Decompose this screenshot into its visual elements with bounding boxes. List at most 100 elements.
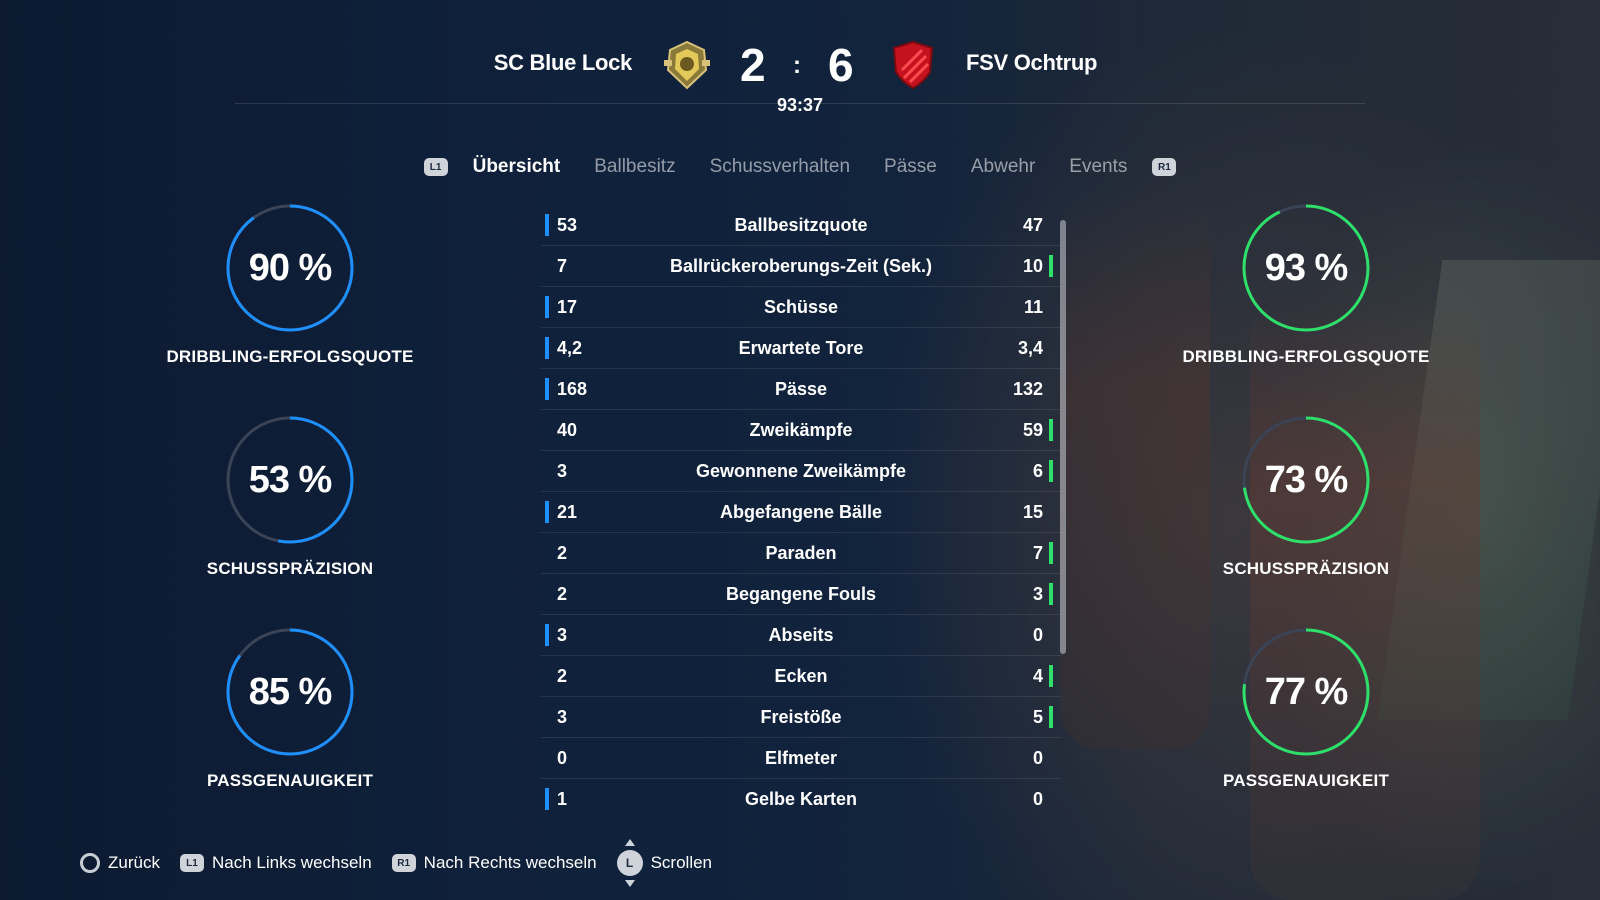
- stat-name: Freistöße: [760, 707, 842, 727]
- home-gauge-ring: [226, 204, 354, 332]
- tab-paesse[interactable]: Pässe: [884, 156, 937, 177]
- away-gauge-label: PASSGENAUIGKEIT: [1222, 771, 1390, 790]
- home-gauge-label: SCHUSSPRÄZISION: [206, 559, 374, 578]
- tab-schussverhalten[interactable]: Schussverhalten: [709, 156, 851, 177]
- stat-row: 2 Paraden 7: [541, 533, 1061, 574]
- away-leader-bar: [1049, 419, 1053, 441]
- away-gauge-label: SCHUSSPRÄZISION: [1222, 559, 1390, 578]
- button-hints: Zurück L1 Nach Links wechseln R1 Nach Re…: [80, 839, 732, 887]
- red-shield-crest-icon: [890, 40, 936, 90]
- home-gauge-arc: [226, 416, 354, 544]
- home-gauge-1: 53 % SCHUSSPRÄZISION: [160, 415, 420, 579]
- stat-home-value: 0: [557, 748, 568, 768]
- away-leader-bar: [1049, 542, 1053, 564]
- stat-home-value: 3: [557, 461, 568, 481]
- back-label: Zurück: [108, 853, 160, 872]
- circle-button-icon: [80, 853, 100, 873]
- stat-name: Abgefangene Bälle: [719, 502, 883, 522]
- stat-name: Ballbesitzquote: [734, 215, 868, 235]
- home-gauge-ring: [226, 628, 354, 756]
- stat-away-value: 6: [1032, 461, 1043, 481]
- stat-name: Begangene Fouls: [725, 584, 877, 604]
- r1-button-icon[interactable]: R1: [1152, 158, 1177, 176]
- away-gauge-arc: [1242, 204, 1370, 332]
- score-separator: :: [793, 52, 801, 79]
- stat-name: Zweikämpfe: [749, 420, 853, 440]
- home-leader-bar: [545, 378, 549, 400]
- tab-uebersicht[interactable]: Übersicht: [472, 156, 561, 177]
- stat-home-value: 53: [557, 215, 578, 235]
- stat-home-value: 17: [557, 297, 578, 317]
- stat-row: 40 Zweikämpfe 59: [541, 410, 1061, 451]
- stat-row: 3 Freistöße 5: [541, 697, 1061, 738]
- stat-away-value: 10: [1022, 256, 1043, 276]
- away-gauge-value: 77 %: [1264, 671, 1349, 713]
- stat-name: Gelbe Karten: [744, 789, 858, 809]
- stats-scrollbar[interactable]: [1060, 220, 1066, 654]
- stat-home-value: 1: [557, 789, 568, 809]
- stat-name: Ecken: [774, 666, 828, 686]
- back-hint[interactable]: Zurück: [80, 853, 160, 873]
- away-leader-bar: [1049, 665, 1053, 687]
- header-divider: [235, 103, 1365, 104]
- l1-button-icon: L1: [179, 854, 204, 872]
- scroll-label: Scrollen: [650, 853, 713, 872]
- scoreboard: SC Blue Lock 2 : 6 FSV Ochtrup 93:37: [0, 30, 1600, 120]
- home-team-name: SC Blue Lock: [493, 50, 633, 75]
- home-leader-bar: [545, 501, 549, 523]
- stat-home-value: 3: [557, 707, 568, 727]
- stat-away-value: 5: [1032, 707, 1043, 727]
- stats-tab-bar: L1 Übersicht Ballbesitz Schussverhalten …: [0, 150, 1600, 184]
- stat-row: 53 Ballbesitzquote 47: [541, 205, 1061, 246]
- scroll-hint[interactable]: L Scrollen: [616, 839, 713, 887]
- stat-away-value: 132: [1012, 379, 1043, 399]
- stat-row: 3 Gewonnene Zweikämpfe 6: [541, 451, 1061, 492]
- switch-right-label: Nach Rechts wechseln: [423, 853, 597, 872]
- stat-home-value: 168: [557, 379, 588, 399]
- stat-name: Pässe: [774, 379, 828, 399]
- stat-row: 1 Gelbe Karten 0: [541, 779, 1061, 819]
- stat-row: 168 Pässe 132: [541, 369, 1061, 410]
- home-gauge-2: 85 % PASSGENAUIGKEIT: [160, 627, 420, 791]
- home-gauge-value: 53 %: [248, 459, 333, 501]
- home-gauge-value: 85 %: [248, 671, 333, 713]
- stat-row: 0 Elfmeter 0: [541, 738, 1061, 779]
- home-leader-bar: [545, 214, 549, 236]
- stat-row: 4,2 Erwartete Tore 3,4: [541, 328, 1061, 369]
- home-gauge-0: 90 % DRIBBLING-ERFOLGSQUOTE: [160, 203, 420, 367]
- stat-row: 2 Begangene Fouls 3: [541, 574, 1061, 615]
- stat-away-value: 15: [1022, 502, 1043, 522]
- tab-ballbesitz[interactable]: Ballbesitz: [594, 156, 676, 177]
- left-stick-icon: L: [616, 839, 643, 887]
- stat-row: 7 Ballrückeroberungs-Zeit (Sek.) 10: [541, 246, 1061, 287]
- stats-table: 53 Ballbesitzquote 47 7 Ballrückeroberungs-Z…: [541, 205, 1061, 819]
- switch-left-hint[interactable]: L1 Nach Links wechseln: [179, 853, 372, 873]
- stat-row: 3 Abseits 0: [541, 615, 1061, 656]
- stat-row: 2 Ecken 4: [541, 656, 1061, 697]
- stat-name: Ballrückeroberungs-Zeit (Sek.): [669, 256, 933, 276]
- switch-right-hint[interactable]: R1 Nach Rechts wechseln: [391, 853, 597, 873]
- tab-abwehr[interactable]: Abwehr: [970, 156, 1036, 177]
- home-gauge-label: DRIBBLING-ERFOLGSQUOTE: [166, 347, 414, 366]
- stat-home-value: 2: [557, 584, 568, 604]
- stat-row: 21 Abgefangene Bälle 15: [541, 492, 1061, 533]
- stat-name: Gewonnene Zweikämpfe: [695, 461, 907, 481]
- stat-name: Paraden: [765, 543, 837, 563]
- tab-events[interactable]: Events: [1069, 156, 1128, 177]
- away-gauge-1: 73 % SCHUSSPRÄZISION: [1176, 415, 1436, 579]
- home-leader-bar: [545, 788, 549, 810]
- r1-button-icon: R1: [391, 854, 416, 872]
- stat-name: Erwartete Tore: [738, 338, 864, 358]
- away-leader-bar: [1049, 255, 1053, 277]
- stat-away-value: 11: [1023, 297, 1043, 317]
- away-gauge-arc: [1242, 628, 1370, 756]
- away-gauge-value: 93 %: [1264, 247, 1349, 289]
- background-figure-right: [1250, 300, 1480, 900]
- gold-shield-crest-icon: [664, 40, 710, 90]
- l1-button-icon[interactable]: L1: [423, 158, 448, 176]
- away-team-name: FSV Ochtrup: [966, 50, 1098, 75]
- home-gauge-ring: [226, 416, 354, 544]
- stat-away-value: 0: [1032, 789, 1043, 809]
- stat-home-value: 3: [557, 625, 568, 645]
- home-score: 2: [740, 39, 766, 91]
